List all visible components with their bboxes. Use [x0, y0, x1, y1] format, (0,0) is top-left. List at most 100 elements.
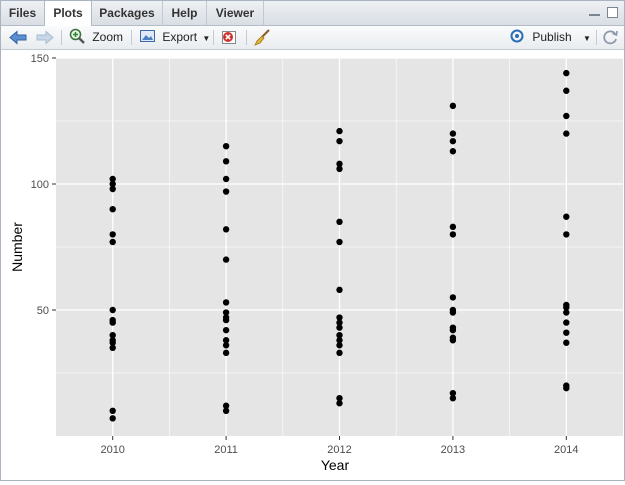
y-tick-label: 150 [31, 53, 49, 65]
data-point [222, 299, 230, 306]
maximize-icon[interactable] [607, 7, 618, 18]
data-point [563, 319, 570, 326]
tab-files[interactable]: Files [1, 1, 45, 25]
data-point [222, 337, 230, 344]
data-point [336, 165, 343, 173]
data-point [563, 329, 570, 336]
toolbar-separator [213, 30, 214, 45]
data-point [449, 137, 457, 145]
data-point [109, 339, 116, 346]
data-point [222, 188, 230, 195]
data-point [563, 87, 570, 94]
tab-help[interactable]: Help [163, 1, 207, 25]
toolbar-separator [596, 30, 597, 45]
data-point [336, 395, 343, 402]
data-point [109, 415, 116, 422]
data-point [563, 339, 570, 346]
data-point [109, 306, 116, 314]
data-point [336, 342, 343, 349]
data-point [336, 218, 343, 225]
plots-toolbar: Zoom Export ▼ [1, 26, 624, 50]
arrow-right-icon[interactable] [36, 30, 54, 53]
export-label: Export [162, 30, 198, 44]
data-point [222, 316, 230, 324]
data-point [449, 294, 457, 301]
chevron-down-icon: ▼ [202, 34, 211, 43]
data-point [222, 309, 230, 316]
x-axis: 2010 2011 2012 2013 2014 [100, 436, 579, 456]
data-point [222, 349, 230, 357]
data-point [222, 143, 230, 150]
data-point [222, 326, 230, 334]
data-point [563, 309, 570, 316]
data-point [336, 127, 343, 135]
y-tick-label: 50 [37, 305, 49, 317]
x-tick-label: 2012 [327, 444, 351, 456]
data-point [336, 349, 343, 357]
data-point [336, 137, 343, 145]
data-point [109, 407, 116, 414]
data-point [109, 319, 116, 326]
data-point [336, 314, 343, 321]
data-point [449, 309, 457, 316]
data-point [449, 326, 457, 334]
data-point [109, 238, 116, 246]
data-point [109, 231, 116, 238]
data-point [563, 112, 570, 120]
export-button[interactable]: Export ▼ [140, 26, 210, 49]
data-point [336, 324, 343, 331]
data-point [449, 337, 457, 344]
tab-viewer[interactable]: Viewer [207, 1, 264, 25]
y-tick-label: 100 [31, 179, 49, 191]
minimize-icon[interactable] [588, 7, 600, 16]
data-point [336, 337, 343, 344]
toolbar-separator [61, 30, 62, 45]
zoom-button[interactable]: Zoom [69, 26, 123, 49]
x-tick-label: 2014 [554, 444, 578, 456]
data-point [449, 148, 457, 155]
tab-packages[interactable]: Packages [92, 1, 163, 25]
data-point [563, 384, 570, 392]
x-tick-label: 2013 [441, 444, 465, 456]
data-point [222, 158, 230, 165]
data-point [109, 206, 116, 213]
toolbar-separator [246, 30, 247, 45]
data-point [109, 180, 116, 188]
x-tick-label: 2011 [214, 444, 238, 456]
data-point [336, 400, 343, 407]
data-point [449, 395, 457, 402]
broom-icon[interactable] [254, 29, 271, 52]
data-point [222, 342, 230, 349]
data-point [563, 304, 570, 311]
data-point [449, 102, 457, 110]
data-point [563, 231, 570, 238]
x-axis-title: Year [321, 457, 350, 473]
data-point [449, 231, 457, 238]
toolbar-separator [131, 30, 132, 45]
tab-plots[interactable]: Plots [44, 1, 92, 26]
zoom-label: Zoom [92, 30, 124, 44]
tab-bar: Files Plots Packages Help Viewer [1, 1, 624, 26]
data-point [222, 175, 230, 183]
data-point [222, 256, 230, 263]
publish-icon [510, 29, 524, 43]
refresh-icon[interactable] [602, 29, 619, 52]
data-point [109, 175, 116, 183]
y-axis: 50 100 150 [31, 53, 56, 317]
arrow-left-icon[interactable] [9, 30, 27, 53]
data-point [222, 407, 230, 414]
data-point [336, 238, 343, 246]
grid-major [56, 57, 623, 436]
export-image-icon [140, 30, 155, 42]
data-point [563, 213, 570, 220]
data-point [109, 185, 116, 193]
data-point [336, 319, 343, 326]
x-tick-label: 2010 [100, 444, 124, 456]
data-point [109, 332, 116, 339]
data-point [449, 223, 457, 231]
data-point [222, 226, 230, 233]
remove-plot-icon[interactable] [221, 30, 237, 53]
data-point [449, 389, 457, 397]
publish-button[interactable]: Publish ▼ [509, 26, 591, 49]
